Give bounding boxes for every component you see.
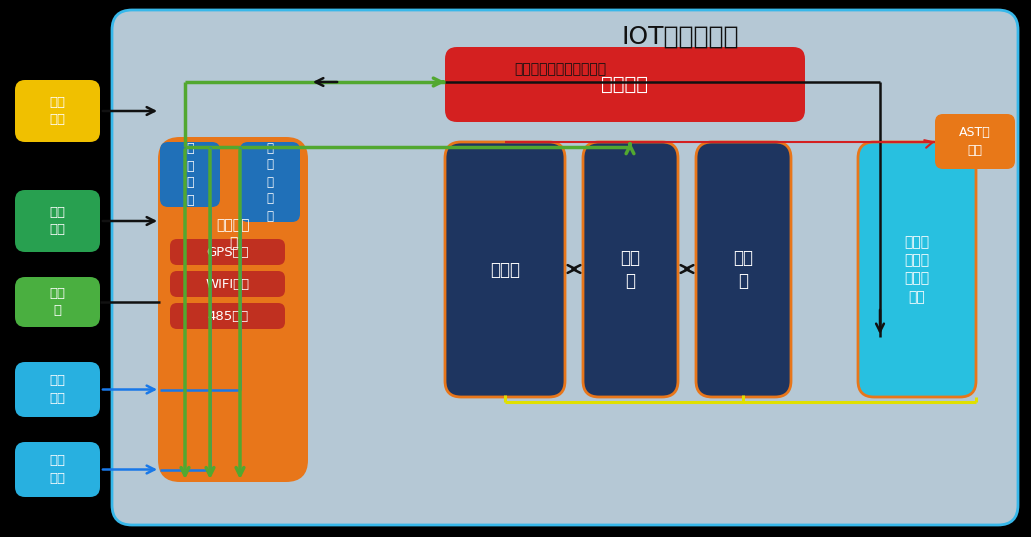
Text: 一体化
传感器
（含前
放）: 一体化 传感器 （含前 放） <box>904 235 930 304</box>
Text: IOT声发射设备: IOT声发射设备 <box>622 25 739 49</box>
Text: 指示
灯: 指示 灯 <box>49 287 66 317</box>
FancyBboxPatch shape <box>158 137 308 482</box>
Text: AST传
感器: AST传 感器 <box>959 127 991 156</box>
Text: 采集板: 采集板 <box>490 260 520 279</box>
Text: 电源
板: 电源 板 <box>621 249 640 291</box>
Text: 充电电池: 充电电池 <box>601 75 648 94</box>
Text: 航空
插座: 航空 插座 <box>49 96 66 126</box>
FancyBboxPatch shape <box>112 10 1018 525</box>
Text: 485同步: 485同步 <box>207 309 248 323</box>
Text: 通信
天线: 通信 天线 <box>49 374 66 404</box>
Text: 同步
天线: 同步 天线 <box>49 454 66 484</box>
FancyBboxPatch shape <box>170 303 285 329</box>
FancyBboxPatch shape <box>445 47 805 122</box>
Text: 接口通信
板: 接口通信 板 <box>217 218 250 250</box>
FancyBboxPatch shape <box>935 114 1015 169</box>
FancyBboxPatch shape <box>15 190 100 252</box>
Text: 同步信号、波形参数数据: 同步信号、波形参数数据 <box>513 62 606 76</box>
FancyBboxPatch shape <box>15 442 100 497</box>
FancyBboxPatch shape <box>160 142 220 207</box>
FancyBboxPatch shape <box>15 277 100 327</box>
Text: 电源
按鈕: 电源 按鈕 <box>49 206 66 236</box>
FancyBboxPatch shape <box>445 142 565 397</box>
FancyBboxPatch shape <box>583 142 678 397</box>
FancyBboxPatch shape <box>858 142 976 397</box>
Text: WIFI同步: WIFI同步 <box>205 278 250 291</box>
Text: 对
外
接
口: 对 外 接 口 <box>187 142 194 207</box>
Text: GPS同步: GPS同步 <box>206 245 248 258</box>
FancyBboxPatch shape <box>696 142 791 397</box>
FancyBboxPatch shape <box>170 271 285 297</box>
FancyBboxPatch shape <box>170 239 285 265</box>
Text: 主
控
板
接
口: 主 控 板 接 口 <box>266 142 273 222</box>
FancyBboxPatch shape <box>15 362 100 417</box>
FancyBboxPatch shape <box>15 80 100 142</box>
Text: 主控
板: 主控 板 <box>733 249 754 291</box>
FancyBboxPatch shape <box>240 142 300 222</box>
